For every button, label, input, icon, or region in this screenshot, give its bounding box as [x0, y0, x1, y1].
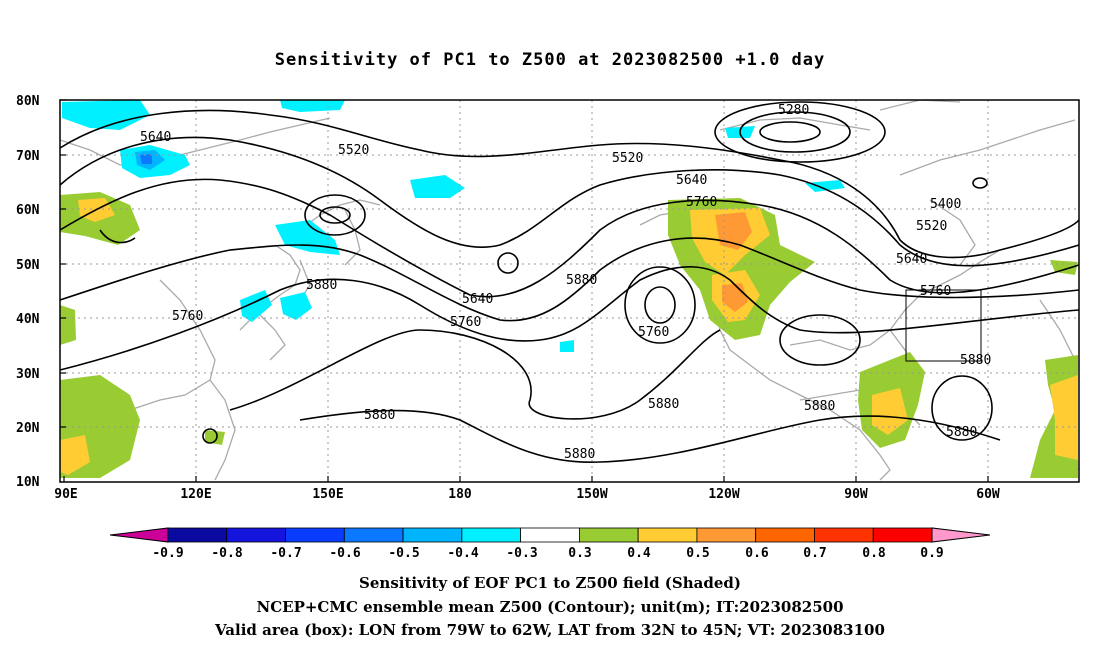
colorbar-low-arrow: [109, 527, 169, 543]
colorbar-swatch: [872, 527, 933, 543]
contour-label: 5760: [686, 195, 717, 210]
shade-cyan-3: [280, 100, 345, 112]
colorbar-label: 0.8: [862, 546, 886, 561]
contour-label: 5880: [566, 273, 597, 288]
colorbar-label: 0.7: [803, 546, 826, 561]
colorbar-label: -0.4: [447, 546, 478, 561]
z500-contours: [59, 101, 1080, 464]
contour-label: 5640: [462, 292, 493, 307]
caption-valid-area: Valid area (box): LON from 79W to 62W, L…: [215, 621, 885, 639]
lon-label: 180: [448, 487, 472, 502]
colorbar-swatch: [814, 527, 874, 543]
lat-label: 20N: [16, 421, 40, 436]
colorbar-label: -0.9: [152, 546, 183, 561]
colorbar-label: -0.7: [270, 546, 301, 561]
colorbar-swatch: [167, 527, 228, 543]
colorbar-label: 0.5: [686, 546, 709, 561]
contour-label: 5760: [450, 315, 481, 330]
colorbar-swatch: [637, 527, 698, 543]
lat-label: 50N: [16, 258, 40, 273]
contour-label: 5760: [920, 284, 951, 299]
shade-yellow-6: [1050, 375, 1078, 460]
colorbar-swatch: [402, 527, 463, 543]
colorbar-label: -0.3: [506, 546, 537, 561]
contour-label: 5640: [140, 130, 171, 145]
caption-shading: Sensitivity of EOF PC1 to Z500 field (Sh…: [359, 574, 741, 592]
lon-label: 150W: [576, 487, 607, 502]
lat-label: 30N: [16, 367, 40, 382]
shade-cyan-6: [280, 292, 312, 320]
contour-label: 5520: [612, 151, 643, 166]
colorbar-label: 0.4: [627, 546, 651, 561]
colorbar-high-arrow: [931, 527, 991, 543]
colorbar-label: -0.6: [329, 546, 360, 561]
latitude-labels: 80N 70N 60N 50N 40N 30N 20N 10N: [16, 94, 40, 490]
shade-yellow-2: [60, 435, 90, 475]
lat-label: 40N: [16, 312, 40, 327]
map-title: Sensitivity of PC1 to Z500 at 2023082500…: [274, 50, 826, 70]
lat-label: 60N: [16, 203, 40, 218]
shade-green-8: [205, 430, 225, 445]
contour-label: 5760: [172, 309, 203, 324]
contour-label: 5400: [930, 197, 961, 212]
longitude-labels: 90E 120E 150E 180 150W 120W 90W 60W: [54, 487, 1000, 502]
contour-label: 5880: [804, 399, 835, 414]
shade-cyan-8: [805, 180, 845, 192]
contour-label: 5880: [364, 408, 395, 423]
colorbar-swatch: [520, 527, 580, 543]
shade-yellow-5: [872, 388, 908, 435]
colorbar-swatch: [285, 527, 345, 543]
lon-label: 150E: [312, 487, 343, 502]
contour-labels: 5280 5400 5520 5520 5520 5640 5640 5640 …: [140, 103, 991, 462]
colorbar-label: -0.5: [388, 546, 419, 561]
lon-label: 60W: [976, 487, 1000, 502]
lon-label: 120E: [180, 487, 211, 502]
shade-darkblue: [140, 154, 152, 164]
colorbar: [109, 527, 991, 543]
contour-label: 5880: [306, 278, 337, 293]
colorbar-swatch: [226, 527, 286, 543]
shade-cyan-4: [275, 220, 340, 255]
lon-label: 120W: [708, 487, 739, 502]
lon-label: 90W: [844, 487, 868, 502]
shade-cyan-1: [62, 100, 150, 130]
colorbar-label: -0.8: [211, 546, 242, 561]
lat-label: 70N: [16, 149, 40, 164]
shade-cyan-10: [560, 340, 574, 352]
contour-label: 5520: [338, 143, 369, 158]
contour-label: 5760: [638, 325, 669, 340]
colorbar-label: 0.3: [568, 546, 591, 561]
contour-label: 5520: [916, 219, 947, 234]
colorbar-swatch: [578, 527, 639, 543]
lat-label: 80N: [16, 94, 40, 109]
contour-label: 5880: [946, 425, 977, 440]
colorbar-swatch: [343, 527, 404, 543]
contour-label: 5880: [564, 447, 595, 462]
axis-ticks: [60, 99, 989, 482]
valid-area-box: [905, 289, 982, 362]
colorbar-label: 0.9: [920, 546, 943, 561]
colorbar-labels: -0.9 -0.8 -0.7 -0.6 -0.5 -0.4 -0.3 0.3 0…: [152, 546, 943, 561]
shade-green-2: [60, 305, 76, 345]
caption-contour: NCEP+CMC ensemble mean Z500 (Contour); u…: [256, 598, 844, 616]
colorbar-swatch: [461, 527, 522, 543]
lat-label: 10N: [16, 475, 40, 490]
sensitivity-shading: [60, 100, 1078, 478]
contour-label: 5640: [896, 252, 927, 267]
shade-cyan-7: [410, 175, 465, 198]
colorbar-swatch: [755, 527, 815, 543]
colorbar-label: 0.6: [745, 546, 769, 561]
contour-label: 5880: [648, 397, 679, 412]
contour-label: 5280: [778, 103, 809, 118]
contour-label: 5640: [676, 173, 707, 188]
map-frame: [59, 99, 1080, 483]
colorbar-swatch: [696, 527, 757, 543]
lon-label: 90E: [54, 487, 77, 502]
